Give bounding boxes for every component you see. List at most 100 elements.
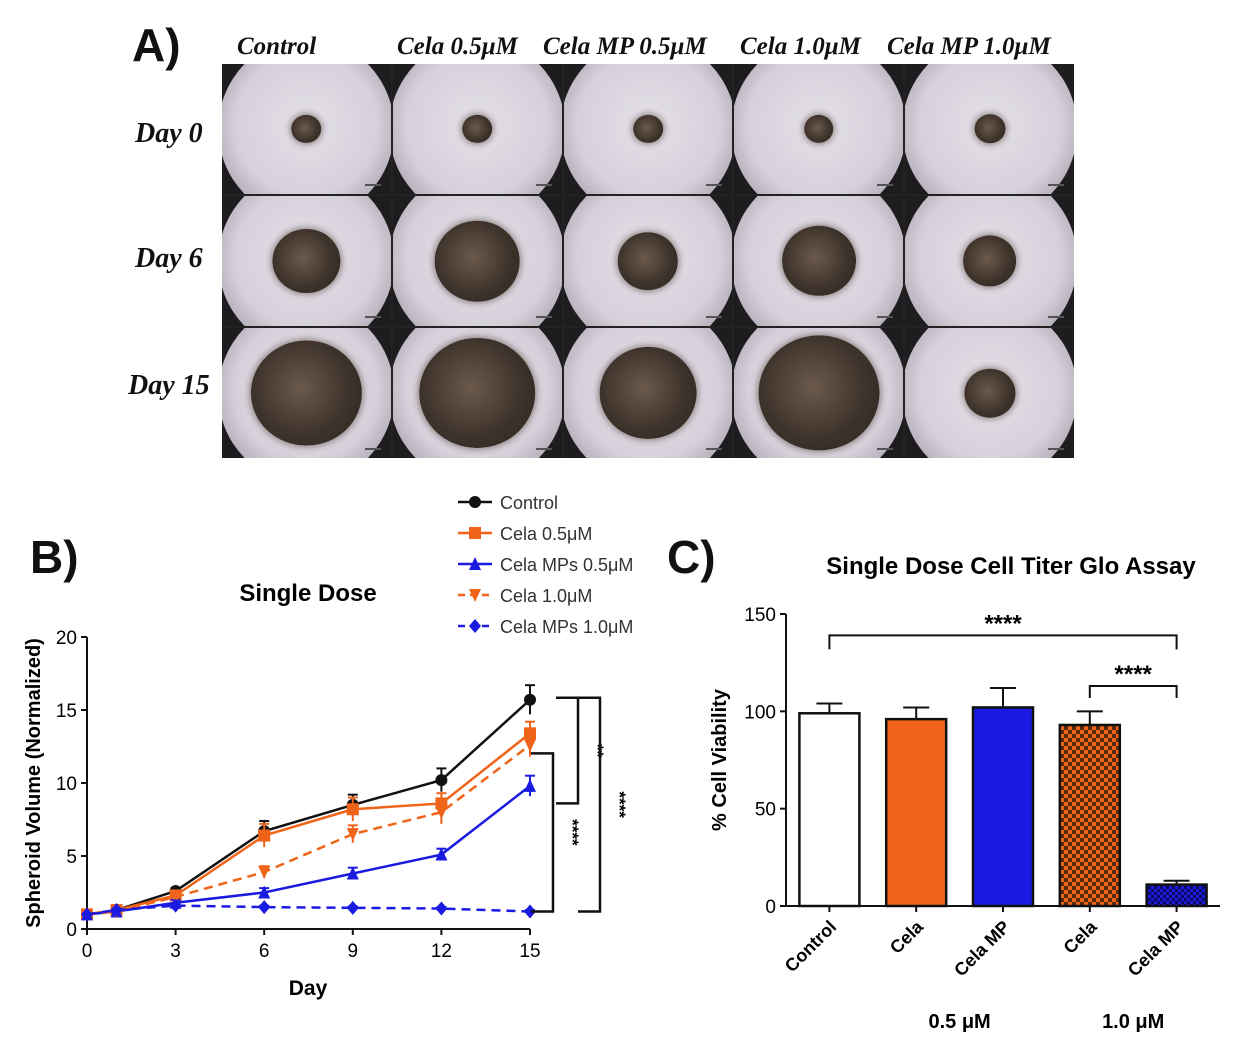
spheroid: [804, 114, 834, 144]
x-axis-label: Day: [289, 977, 328, 1000]
data-point: [258, 829, 271, 842]
data-point: [81, 907, 93, 922]
micrograph-r0-c4: [905, 64, 1074, 194]
legend-label-2: Cela MPs 0.5μM: [500, 555, 633, 575]
column-label-cela-1-0: Cela 1.0μM: [740, 33, 861, 60]
legend-label-3: Cela 1.0μM: [500, 586, 592, 606]
panel-b-letter: B): [30, 531, 79, 583]
line-chart-title: Single Dose: [239, 580, 376, 607]
series-line-3: [86, 744, 531, 916]
bar-category-label-1: Cela: [886, 916, 928, 958]
column-label-control: Control: [237, 33, 317, 60]
scale-bar: [877, 448, 894, 450]
legend-label-4: Cela MPs 1.0μM: [500, 617, 633, 637]
legend-marker-1: [469, 527, 481, 539]
bar-category-label-4: Cela MP: [1124, 917, 1188, 981]
spheroid: [599, 346, 697, 440]
spheroid: [291, 114, 322, 144]
bar-category-label-3: Cela: [1060, 916, 1102, 958]
legend-marker-0: [469, 496, 481, 508]
micrograph-r1-c4: [905, 196, 1074, 326]
data-point: [524, 904, 536, 919]
legend-label-1: Cela 0.5μM: [500, 524, 592, 544]
micrograph-r0-c3: [734, 64, 904, 194]
micrograph-r2-c0: [222, 328, 391, 458]
row-label-day-15: Day 15: [128, 370, 210, 401]
spheroid: [633, 114, 663, 144]
x-tick-label: 3: [170, 941, 181, 962]
microscopy-grid: [222, 64, 1074, 458]
bar-4: [1145, 883, 1208, 908]
bar-2: [971, 706, 1035, 908]
scale-bar: [706, 184, 723, 186]
scale-bar: [877, 316, 894, 318]
data-point: [169, 890, 182, 904]
data-point: [435, 901, 448, 916]
sig-bracket-3: [578, 696, 602, 913]
series-line-4: [86, 904, 531, 916]
bar-chart: Single Dose Cell Titer Glo Assay 0 50 100 15…: [709, 553, 1220, 1033]
scale-bar: [364, 316, 381, 318]
scale-bar: [1048, 316, 1064, 318]
bar-y-axis-label: % Cell Viability: [709, 688, 731, 831]
legend-marker-3: [469, 589, 481, 602]
bar-0: [798, 712, 861, 908]
legend-label-0: Control: [500, 493, 558, 513]
scale-bar: [877, 184, 894, 186]
scale-bar: [1048, 184, 1064, 186]
scale-bar: [1048, 448, 1064, 450]
y-tick-label: 10: [56, 774, 77, 795]
micrograph-r2-c2: [563, 328, 733, 458]
spheroid: [617, 232, 679, 290]
data-point: [346, 866, 359, 880]
micrograph-r1-c2: [563, 196, 733, 326]
micrograph-r2-c3: [734, 328, 904, 458]
sig-bracket-1-label: **: [588, 744, 607, 758]
y-tick-label: 5: [66, 847, 77, 868]
bar-y-tick-label: 100: [744, 702, 776, 723]
micrograph-r1-c0: [222, 196, 391, 326]
panel-a-letter: A): [132, 19, 181, 71]
data-point: [524, 778, 536, 792]
micrograph-r1-c1: [392, 196, 562, 326]
data-point: [258, 900, 271, 915]
bar-chart-title: Single Dose Cell Titer Glo Assay: [826, 553, 1196, 580]
x-tick-label: 6: [259, 941, 270, 962]
spheroid: [462, 114, 492, 144]
data-point: [169, 898, 182, 913]
data-point: [110, 903, 123, 918]
sig-bracket-2: [531, 752, 555, 913]
scale-bar: [364, 184, 381, 186]
micrograph-r1-c3: [734, 196, 904, 326]
bar-y-tick-label: 50: [755, 800, 776, 821]
data-point: [524, 693, 536, 706]
data-point: [435, 774, 448, 787]
x-tick-label: 0: [82, 941, 93, 962]
legend-marker-2: [469, 557, 481, 570]
micrograph-r2-c4: [905, 328, 1074, 458]
y-tick-label: 20: [56, 628, 77, 649]
y-axis-label: Spheroid Volume (Normalized): [23, 638, 45, 928]
spheroid: [964, 368, 1016, 418]
spheroid: [781, 225, 856, 297]
spheroid: [419, 337, 535, 449]
spheroid: [974, 114, 1006, 144]
bar-3: [1058, 723, 1122, 908]
bar-category-label-2: Cela MP: [950, 917, 1014, 981]
scale-bar: [364, 448, 381, 450]
data-point: [258, 885, 271, 899]
data-point: [524, 739, 536, 753]
bar-y-tick-label: 150: [744, 605, 776, 626]
sig-bracket-2-label: ****: [563, 819, 582, 846]
sig-bracket-1: [556, 696, 580, 805]
bar-sig-label-2: ****: [1115, 661, 1153, 688]
micrograph-r0-c1: [392, 64, 562, 194]
sig-bracket-3-label: ****: [610, 791, 629, 818]
bar-category-label-0: Control: [781, 917, 840, 976]
series-line-2: [86, 784, 531, 916]
bar-y-tick-label: 0: [765, 897, 776, 918]
group-label-1-0: 1.0 μM: [1102, 1011, 1164, 1033]
line-chart: Single Dose 0 5 10 15 20 0 3 6 9 12 15 Day Spheroid V…: [23, 493, 633, 1000]
bar-sig-bracket-1: [828, 634, 1178, 650]
panel-c-letter: C): [667, 531, 716, 583]
